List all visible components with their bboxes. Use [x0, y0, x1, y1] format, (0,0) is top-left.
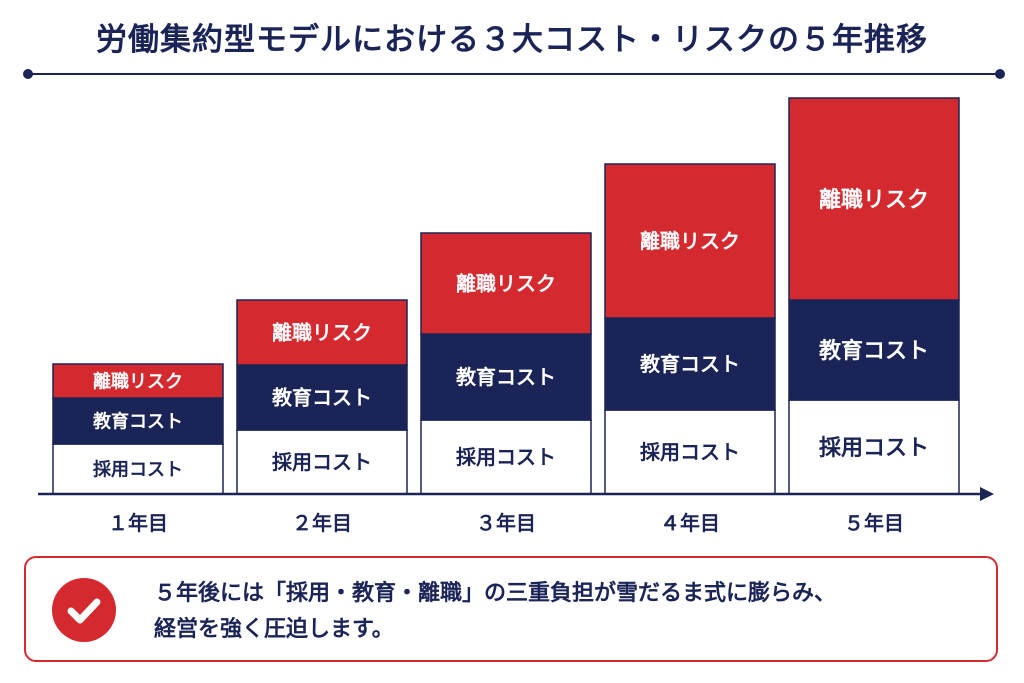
- x-axis-arrow-icon: [980, 487, 994, 501]
- bar-segment: [604, 317, 776, 411]
- bar-segment: [236, 299, 408, 366]
- segment-label: 採用コスト: [640, 440, 740, 464]
- segment-label: 教育コスト: [93, 410, 183, 432]
- segment-label: 採用コスト: [819, 436, 929, 461]
- bar-segment: [52, 397, 224, 445]
- x-tick-label: ２年目: [292, 511, 352, 535]
- bar-segment: [420, 232, 592, 335]
- segment-label: 離職リスク: [93, 370, 183, 392]
- bar-segment: [788, 299, 960, 401]
- bar-segment: [788, 399, 960, 495]
- x-tick-label: １年目: [108, 511, 168, 535]
- bar-segment: [788, 97, 960, 301]
- bar-segment: [236, 364, 408, 431]
- segment-label: 採用コスト: [93, 458, 183, 480]
- bar-segment: [604, 163, 776, 319]
- segment-label: 教育コスト: [456, 365, 556, 389]
- check-circle-icon: [52, 578, 116, 642]
- segment-label: 採用コスト: [456, 445, 556, 469]
- bar-segment: [420, 419, 592, 495]
- segment-label: 教育コスト: [819, 338, 929, 364]
- segment-label: 離職リスク: [819, 187, 929, 213]
- segment-label: 離職リスク: [456, 272, 556, 296]
- summary-line-1: ５年後には「採用・教育・離職」の三重負担が雪だるま式に膨らみ、: [154, 581, 837, 606]
- x-tick-label: ５年目: [844, 511, 904, 535]
- segment-label: 教育コスト: [272, 386, 372, 410]
- segment-label: 離職リスク: [272, 321, 372, 345]
- title-divider: [23, 69, 1005, 79]
- stacked-bar-chart: 採用コスト教育コスト離職リスク採用コスト教育コスト離職リスク採用コスト教育コスト…: [38, 97, 994, 535]
- summary-text: ５年後には「採用・教育・離職」の三重負担が雪だるま式に膨らみ、 経営を強く圧迫し…: [154, 576, 974, 648]
- segment-label: 離職リスク: [640, 229, 740, 253]
- chart-title: 労働集約型モデルにおける３大コスト・リスクの５年推移: [96, 22, 928, 58]
- segment-label: 教育コスト: [640, 352, 740, 376]
- summary-callout: ５年後には「採用・教育・離職」の三重負担が雪だるま式に膨らみ、 経営を強く圧迫し…: [24, 556, 998, 662]
- segment-label: 採用コスト: [272, 450, 372, 474]
- summary-line-2: 経営を強く圧迫します。: [154, 617, 394, 642]
- bar-segment: [52, 363, 224, 399]
- x-tick-label: ４年目: [660, 511, 720, 535]
- bar-segment: [420, 333, 592, 421]
- x-tick-label: ３年目: [476, 511, 536, 535]
